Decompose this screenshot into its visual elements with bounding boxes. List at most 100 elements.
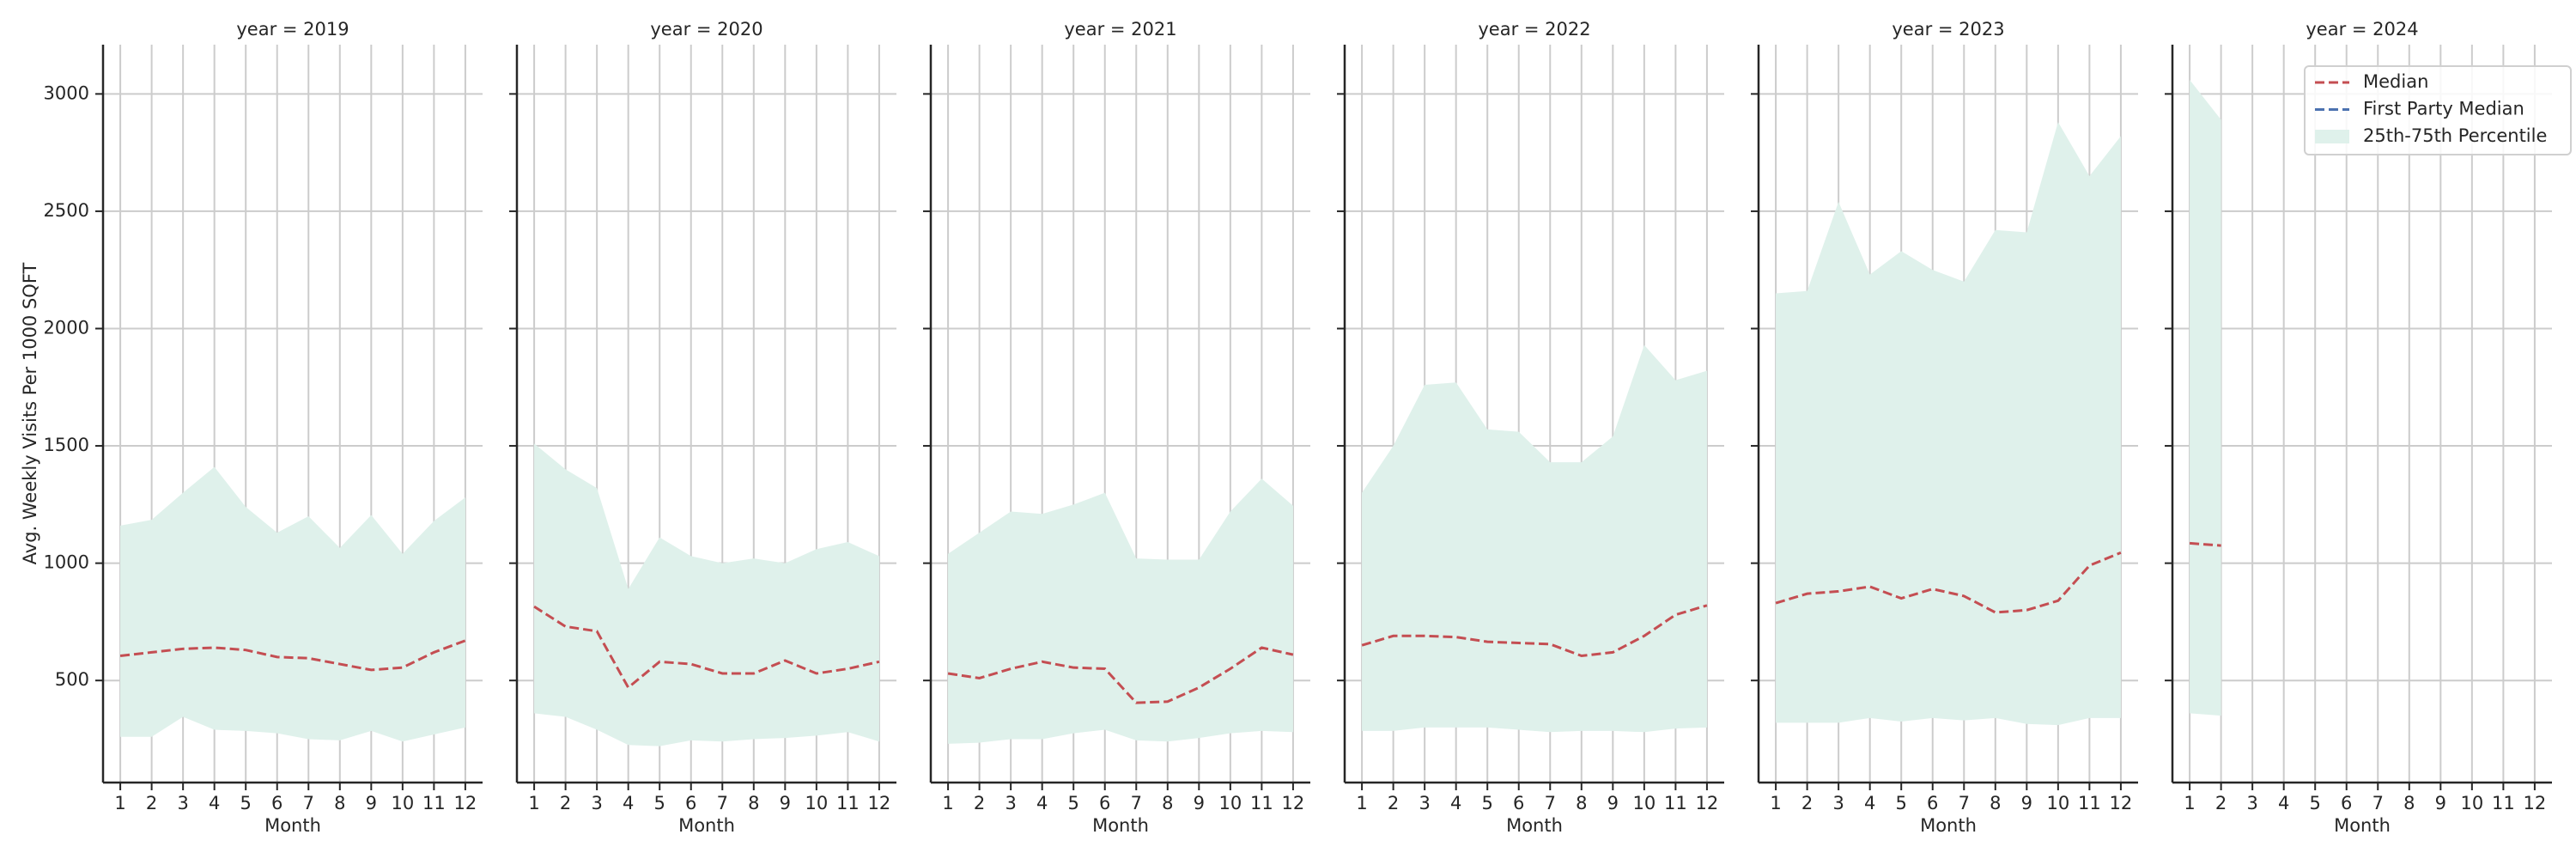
x-axis-label: Month (678, 815, 735, 836)
x-tick-label: 9 (2435, 793, 2446, 813)
x-tick-label: 8 (1162, 793, 1173, 813)
x-axis-label: Month (1506, 815, 1563, 836)
x-tick-label: 11 (2492, 793, 2515, 813)
legend-label: 25th-75th Percentile (2363, 125, 2547, 146)
legend-label: Median (2363, 71, 2428, 92)
x-tick-label: 2 (1388, 793, 1399, 813)
x-tick-label: 12 (2524, 793, 2547, 813)
x-tick-label: 11 (1250, 793, 1273, 813)
x-tick-label: 1 (528, 793, 539, 813)
median-line (1361, 604, 1708, 658)
x-axis-label: Month (1920, 815, 1977, 836)
median-line (947, 646, 1294, 704)
x-tick-label: 10 (391, 793, 414, 813)
x-tick-label: 9 (1194, 793, 1205, 813)
x-tick-label: 2 (146, 793, 157, 813)
panel-title: year = 2020 (650, 19, 762, 40)
median-line (119, 639, 466, 672)
x-tick-label: 2 (974, 793, 985, 813)
legend-swatch (2315, 130, 2349, 143)
x-tick-label: 2 (560, 793, 571, 813)
y-axis-label: Avg. Weekly Visits Per 1000 SQFT (20, 262, 40, 564)
x-tick-label: 12 (868, 793, 891, 813)
median-line (533, 605, 880, 690)
x-tick-label: 8 (1576, 793, 1587, 813)
x-tick-label: 12 (1282, 793, 1305, 813)
x-tick-label: 2 (1801, 793, 1813, 813)
x-tick-label: 7 (1545, 793, 1556, 813)
x-tick-label: 7 (1959, 793, 1970, 813)
percentile-band (948, 478, 1293, 744)
x-tick-label: 9 (2021, 793, 2032, 813)
y-tick-label: 1000 (44, 552, 89, 573)
x-axis-label: Month (1092, 815, 1149, 836)
x-tick-label: 1 (2184, 793, 2195, 813)
percentile-band (1362, 344, 1707, 733)
x-tick-label: 9 (780, 793, 791, 813)
x-tick-label: 8 (1990, 793, 2001, 813)
x-tick-label: 3 (177, 793, 188, 813)
y-tick-label: 2500 (44, 200, 89, 221)
x-tick-label: 6 (1513, 793, 1524, 813)
y-tick-label: 2000 (44, 317, 89, 338)
x-tick-label: 10 (1218, 793, 1242, 813)
x-tick-label: 5 (240, 793, 252, 813)
x-tick-label: 11 (2078, 793, 2101, 813)
x-tick-label: 5 (1068, 793, 1079, 813)
x-tick-label: 5 (2310, 793, 2321, 813)
percentile-band (1776, 122, 2121, 726)
x-tick-label: 7 (1131, 793, 1142, 813)
legend-label: First Party Median (2363, 99, 2524, 119)
x-tick-label: 10 (805, 793, 828, 813)
x-tick-label: 3 (1005, 793, 1016, 813)
x-tick-label: 3 (1419, 793, 1430, 813)
percentile-band (2190, 79, 2221, 716)
x-tick-label: 3 (2246, 793, 2257, 813)
panel-title: year = 2022 (1478, 19, 1590, 40)
x-tick-label: 11 (836, 793, 860, 813)
x-tick-label: 8 (334, 793, 345, 813)
x-tick-label: 6 (271, 793, 283, 813)
x-tick-label: 1 (942, 793, 953, 813)
x-tick-label: 6 (685, 793, 696, 813)
y-tick-label: 500 (55, 669, 89, 690)
x-tick-label: 3 (591, 793, 602, 813)
x-tick-label: 10 (2460, 793, 2483, 813)
x-tick-label: 10 (1632, 793, 1656, 813)
x-tick-label: 6 (2341, 793, 2352, 813)
x-tick-label: 12 (1696, 793, 1719, 813)
percentile-band (120, 466, 465, 742)
x-tick-label: 4 (1864, 793, 1875, 813)
x-tick-label: 10 (2046, 793, 2069, 813)
percentile-band (534, 443, 879, 746)
x-tick-label: 4 (1450, 793, 1461, 813)
x-tick-label: 4 (1036, 793, 1048, 813)
x-tick-label: 12 (2110, 793, 2133, 813)
panel-title: year = 2024 (2306, 19, 2418, 40)
x-tick-label: 2 (2215, 793, 2227, 813)
x-tick-label: 5 (654, 793, 665, 813)
legend-box (2304, 65, 2572, 155)
x-tick-label: 1 (1770, 793, 1781, 813)
y-tick-label: 1500 (44, 435, 89, 455)
panel-title: year = 2019 (236, 19, 349, 40)
median-line (1775, 551, 2122, 614)
panel-title: year = 2023 (1892, 19, 2004, 40)
x-tick-label: 4 (209, 793, 220, 813)
x-tick-label: 6 (1927, 793, 1938, 813)
median-line (2189, 541, 2221, 547)
x-tick-label: 1 (114, 793, 125, 813)
x-tick-label: 9 (1607, 793, 1619, 813)
x-axis-label: Month (264, 815, 321, 836)
x-tick-label: 11 (422, 793, 446, 813)
x-tick-label: 4 (623, 793, 634, 813)
x-tick-label: 6 (1099, 793, 1110, 813)
x-tick-label: 4 (2278, 793, 2289, 813)
x-tick-label: 5 (1896, 793, 1907, 813)
x-tick-label: 1 (1356, 793, 1367, 813)
panel-title: year = 2021 (1064, 19, 1176, 40)
x-tick-label: 7 (303, 793, 314, 813)
x-tick-label: 8 (2403, 793, 2415, 813)
x-tick-label: 8 (748, 793, 759, 813)
